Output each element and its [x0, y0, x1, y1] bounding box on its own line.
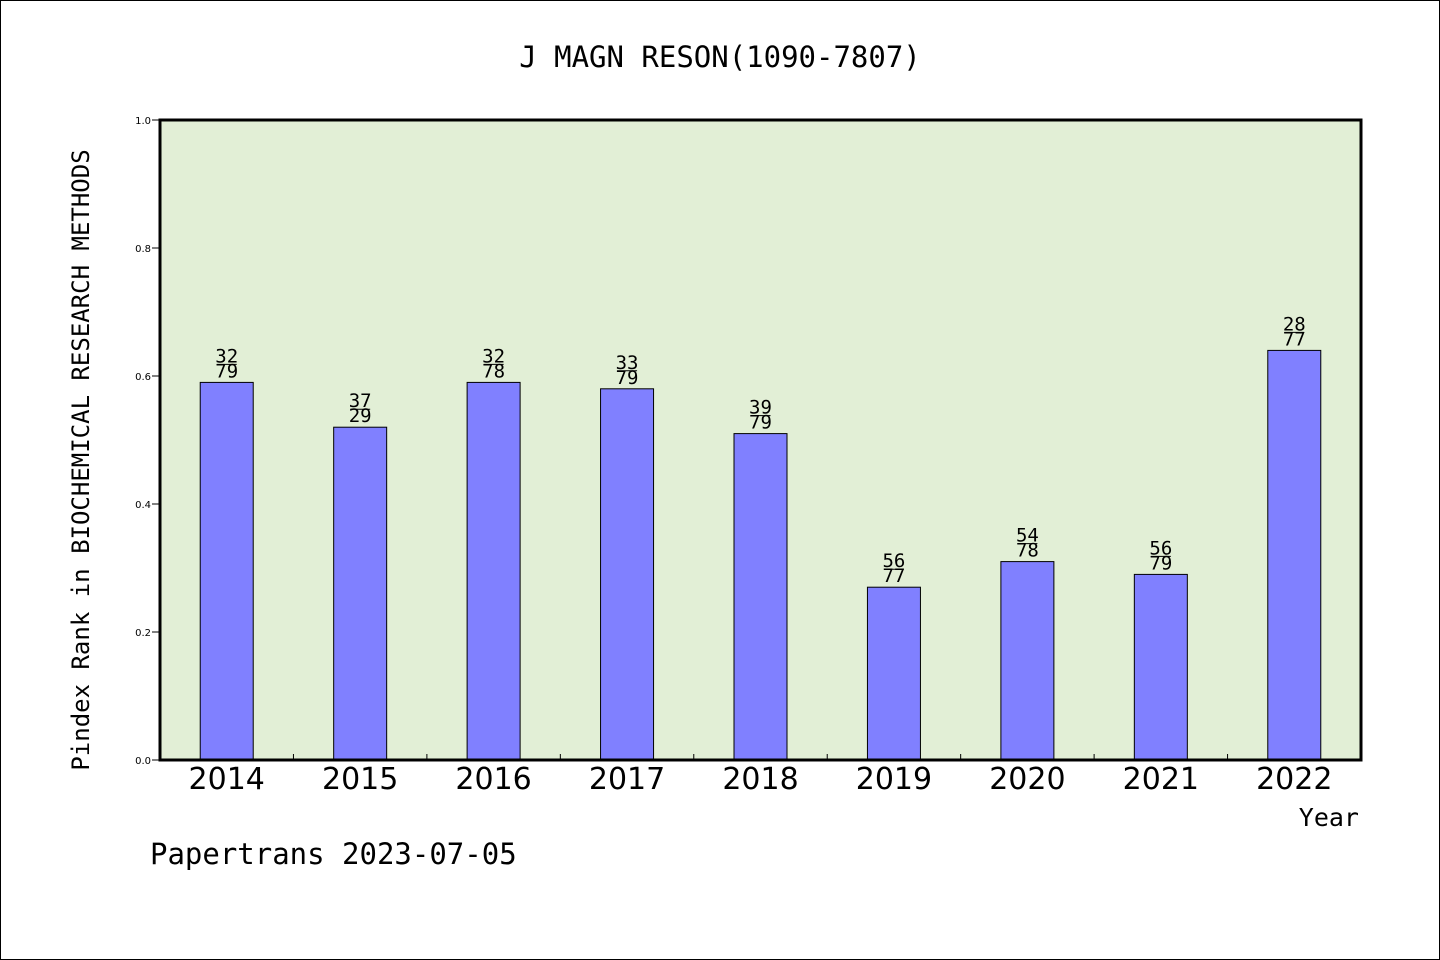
rank-denominator-2017: 79 — [616, 367, 639, 389]
bar-2016 — [466, 381, 521, 761]
rank-denominator-2015: 29 — [349, 405, 372, 427]
y-tick-label-2: 0.4 — [135, 500, 151, 511]
y-tick-label-5: 1.0 — [135, 116, 151, 127]
rank-denominator-2021: 79 — [1149, 552, 1172, 574]
x-tick-label-2016: 2016 — [455, 762, 531, 797]
rank-numerator-2022: 28 — [1283, 313, 1306, 335]
bar-2022 — [1267, 349, 1322, 761]
x-tick-label-2017: 2017 — [589, 762, 665, 797]
x-axis-label: Year — [1299, 803, 1359, 832]
footer-source-date: Papertrans 2023-07-05 — [150, 837, 517, 871]
bar-2021 — [1133, 573, 1188, 761]
x-tick-label-2018: 2018 — [722, 762, 798, 797]
rank-numerator-2015: 37 — [349, 390, 372, 412]
rank-numerator-2016: 32 — [482, 345, 505, 367]
x-tick-label-2015: 2015 — [322, 762, 398, 797]
bar-2018 — [733, 433, 788, 761]
rank-denominator-2018: 79 — [749, 412, 772, 434]
chart-title: J MAGN RESON(1090-7807) — [519, 40, 921, 74]
rank-numerator-2018: 39 — [749, 397, 772, 419]
rank-denominator-2014: 79 — [215, 360, 238, 382]
y-axis-ticks: 0.0 0.2 0.4 0.6 0.8 1.0 — [135, 116, 160, 767]
x-axis-ticks: 2014 2015 2016 2017 2018 2019 2020 2021 2022 — [189, 754, 1332, 797]
bar-2014 — [199, 381, 254, 761]
bar-2019 — [866, 586, 921, 761]
rank-denominator-2019: 77 — [882, 565, 905, 587]
y-axis-label: Pindex Rank in BIOCHEMICAL RESEARCH METH… — [67, 149, 95, 770]
x-tick-label-2020: 2020 — [989, 762, 1065, 797]
x-tick-label-2014: 2014 — [189, 762, 265, 797]
x-tick-label-2019: 2019 — [856, 762, 932, 797]
bar-2017 — [600, 388, 655, 761]
y-tick-label-0: 0.0 — [135, 756, 151, 767]
x-tick-label-2022: 2022 — [1256, 762, 1332, 797]
rank-numerator-2019: 56 — [882, 550, 905, 572]
x-tick-label-2021: 2021 — [1123, 762, 1199, 797]
y-tick-label-4: 0.8 — [135, 244, 151, 255]
rank-numerator-2020: 54 — [1016, 525, 1039, 547]
rank-numerator-2014: 32 — [215, 345, 238, 367]
rank-numerator-2021: 56 — [1149, 537, 1172, 559]
bar-2015 — [333, 426, 388, 761]
bar-2020 — [1000, 561, 1055, 761]
rank-denominator-2020: 78 — [1016, 540, 1039, 562]
rank-denominator-2016: 78 — [482, 360, 505, 382]
plot-border — [158, 118, 1363, 762]
rank-denominator-2022: 77 — [1283, 328, 1306, 350]
y-tick-label-3: 0.6 — [135, 372, 151, 383]
y-tick-label-1: 0.2 — [135, 628, 151, 639]
rank-numerator-2017: 33 — [616, 352, 639, 374]
